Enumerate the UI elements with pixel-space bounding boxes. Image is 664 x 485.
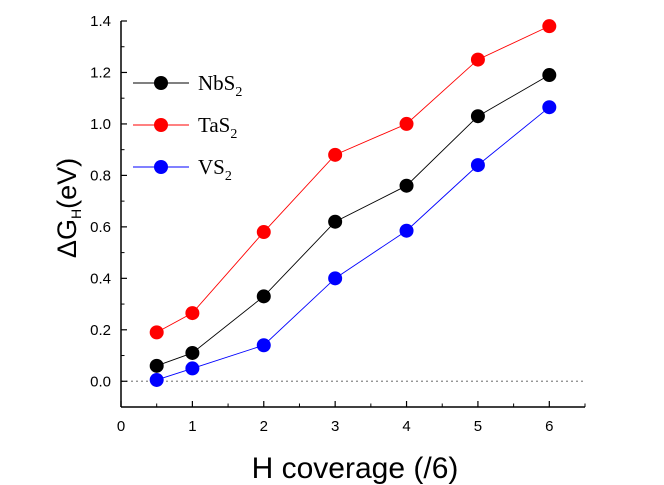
y-tick-label: 0.4 [90, 270, 111, 287]
x-tick-label: 6 [545, 418, 553, 435]
legend-marker-NbS2 [154, 76, 168, 90]
y-axis-title: ΔGH(eV) [52, 158, 84, 258]
y-axis-title-subscript: H [68, 209, 84, 219]
data-point-NbS2 [470, 109, 485, 124]
data-point-VS2 [542, 100, 557, 115]
legend-label-subscript: 2 [225, 169, 232, 184]
y-tick-label: 0.2 [90, 322, 111, 339]
x-axis-title: H coverage (/6) [252, 452, 459, 485]
data-point-NbS2 [149, 358, 164, 373]
legend-label-subscript: 2 [235, 85, 242, 100]
data-point-VS2 [399, 223, 414, 238]
series-line-VS2 [156, 106, 550, 381]
x-tick-label: 1 [188, 418, 196, 435]
data-point-TaS2 [185, 306, 200, 321]
legend-label-TaS2: TaS2 [198, 113, 237, 142]
x-tick-label: 5 [474, 418, 482, 435]
y-tick-label: 1.0 [90, 116, 111, 133]
y-axis-title-delta: Δ [52, 240, 82, 258]
legend-label-VS2: VS2 [198, 155, 232, 184]
data-point-TaS2 [470, 52, 485, 67]
x-tick-label: 3 [331, 418, 339, 435]
data-point-TaS2 [328, 147, 343, 162]
data-point-VS2 [470, 158, 485, 173]
x-tick-label: 2 [260, 418, 268, 435]
data-point-VS2 [256, 338, 271, 353]
data-point-TaS2 [149, 325, 164, 340]
data-point-TaS2 [399, 116, 414, 131]
legend-marker-TaS2 [154, 118, 168, 132]
data-point-VS2 [328, 271, 343, 286]
legend-label-main: TaS [198, 113, 230, 137]
y-axis-title-unit: (eV) [52, 158, 82, 209]
y-tick-label: 0.0 [90, 373, 111, 390]
y-tick-label: 1.2 [90, 64, 111, 81]
y-axis-title-main: G [52, 219, 82, 240]
data-point-VS2 [185, 361, 200, 376]
data-point-NbS2 [399, 178, 414, 193]
y-tick-label: 0.8 [90, 167, 111, 184]
legend-label-main: VS [198, 155, 225, 179]
legend-label-subscript: 2 [230, 127, 237, 142]
legend-label-main: NbS [198, 71, 235, 95]
data-point-NbS2 [328, 214, 343, 229]
x-tick-label: 0 [117, 418, 125, 435]
data-point-TaS2 [542, 19, 557, 34]
legend-label-NbS2: NbS2 [198, 71, 242, 100]
data-point-TaS2 [256, 225, 271, 240]
data-point-NbS2 [185, 345, 200, 360]
legend-marker-VS2 [154, 160, 168, 174]
y-tick-label: 1.4 [90, 13, 111, 30]
data-point-VS2 [149, 372, 164, 387]
data-point-NbS2 [256, 289, 271, 304]
data-point-NbS2 [542, 68, 557, 83]
y-tick-label: 0.6 [90, 219, 111, 236]
x-tick-label: 4 [402, 418, 410, 435]
